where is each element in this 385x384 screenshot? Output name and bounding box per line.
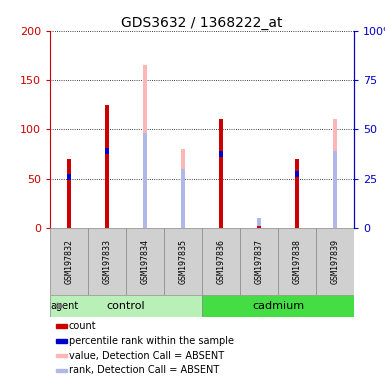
Bar xyxy=(67,159,71,228)
Bar xyxy=(105,148,109,154)
Bar xyxy=(333,119,338,228)
Text: GSM197836: GSM197836 xyxy=(217,239,226,284)
Bar xyxy=(143,133,147,139)
Bar xyxy=(56,369,67,372)
Bar xyxy=(202,228,240,295)
Bar xyxy=(143,136,147,228)
Text: GSM197837: GSM197837 xyxy=(254,239,264,284)
Bar xyxy=(56,354,67,358)
Bar xyxy=(56,339,67,343)
Bar xyxy=(333,154,338,228)
Bar xyxy=(181,169,186,175)
Text: GSM197834: GSM197834 xyxy=(141,239,150,284)
Text: GSM197833: GSM197833 xyxy=(102,239,112,284)
Bar xyxy=(56,324,67,328)
Text: GSM197839: GSM197839 xyxy=(331,239,340,284)
Bar xyxy=(126,228,164,295)
Bar xyxy=(316,228,354,295)
Text: GSM197832: GSM197832 xyxy=(65,239,74,284)
Bar xyxy=(278,228,316,295)
Text: rank, Detection Call = ABSENT: rank, Detection Call = ABSENT xyxy=(69,366,219,376)
Bar xyxy=(240,228,278,295)
Text: control: control xyxy=(107,301,146,311)
Bar xyxy=(257,218,261,228)
Bar xyxy=(67,174,71,180)
Text: cadmium: cadmium xyxy=(252,301,304,311)
Bar xyxy=(219,151,223,157)
Text: GSM197838: GSM197838 xyxy=(293,239,302,284)
Bar xyxy=(295,159,300,228)
Text: GSM197835: GSM197835 xyxy=(179,239,187,284)
Text: value, Detection Call = ABSENT: value, Detection Call = ABSENT xyxy=(69,351,224,361)
Bar xyxy=(219,119,223,228)
Bar xyxy=(105,105,109,228)
Bar xyxy=(88,228,126,295)
Bar xyxy=(202,295,354,317)
Bar xyxy=(164,228,202,295)
Bar xyxy=(295,171,300,177)
Text: count: count xyxy=(69,321,97,331)
Text: percentile rank within the sample: percentile rank within the sample xyxy=(69,336,234,346)
Bar xyxy=(50,295,202,317)
Title: GDS3632 / 1368222_at: GDS3632 / 1368222_at xyxy=(121,16,283,30)
Bar xyxy=(181,172,186,228)
Bar xyxy=(333,151,338,157)
Bar xyxy=(257,226,261,228)
Bar xyxy=(143,65,147,228)
Bar xyxy=(181,149,186,228)
Bar xyxy=(50,228,88,295)
Text: agent: agent xyxy=(50,301,79,311)
